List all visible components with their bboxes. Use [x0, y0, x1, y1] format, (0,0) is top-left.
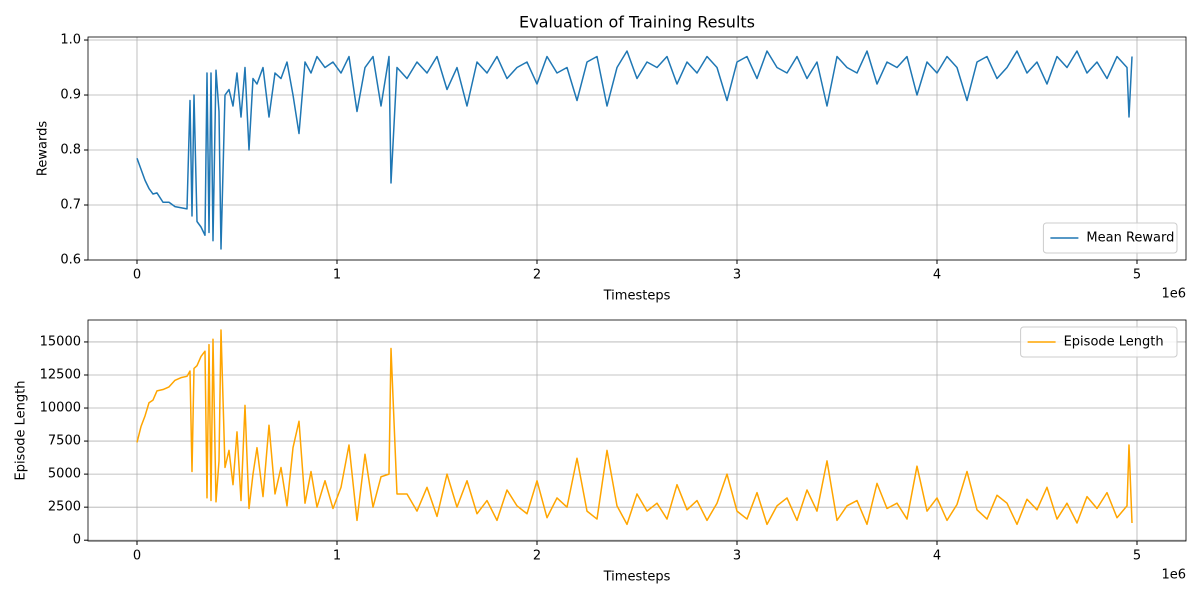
x-tick-label: 2 [533, 549, 541, 564]
data-line [136, 50, 1133, 250]
y-tick-label: 7500 [48, 434, 81, 449]
data-line [136, 329, 1133, 526]
y-tick-label: 2500 [48, 500, 81, 515]
legend-box [1020, 326, 1178, 358]
legend-label: Mean Reward [1086, 231, 1174, 246]
x-tick-label: 0 [133, 268, 141, 283]
x-tick-label: 1 [333, 268, 341, 283]
x-offset-label: 1e6 [1161, 287, 1186, 302]
legend-box [1042, 222, 1178, 254]
x-tick-label: 5 [1133, 268, 1141, 283]
y-tick-label: 0.7 [60, 198, 81, 213]
legend-label: Episode Length [1064, 335, 1164, 350]
x-axis-label: Timesteps [603, 289, 671, 304]
axes-frame [87, 36, 1187, 261]
x-axis-label: Timesteps [603, 570, 671, 585]
x-tick-label: 4 [933, 549, 941, 564]
legend: Episode Length [1020, 326, 1178, 358]
x-tick-label: 3 [733, 268, 741, 283]
y-tick-label: 15000 [40, 334, 81, 349]
y-tick-label: 0.8 [60, 143, 81, 158]
y-tick-label: 1.0 [60, 33, 81, 48]
y-tick-label: 0.6 [60, 253, 81, 268]
y-axis-label: Episode Length [14, 380, 29, 480]
x-tick-label: 3 [733, 549, 741, 564]
y-tick-label: 12500 [40, 367, 81, 382]
axes-frame [87, 319, 1187, 542]
legend: Mean Reward [1042, 222, 1178, 254]
y-tick-label: 5000 [48, 467, 81, 482]
x-offset-label: 1e6 [1161, 568, 1186, 583]
y-tick-label: 0 [73, 533, 81, 548]
y-tick-label: 0.9 [60, 88, 81, 103]
x-tick-label: 4 [933, 268, 941, 283]
chart-title: Evaluation of Training Results [519, 13, 755, 32]
x-tick-label: 2 [533, 268, 541, 283]
x-tick-label: 0 [133, 549, 141, 564]
x-tick-label: 5 [1133, 549, 1141, 564]
x-tick-label: 1 [333, 549, 341, 564]
y-axis-label: Rewards [36, 121, 51, 176]
y-tick-label: 10000 [40, 401, 81, 416]
